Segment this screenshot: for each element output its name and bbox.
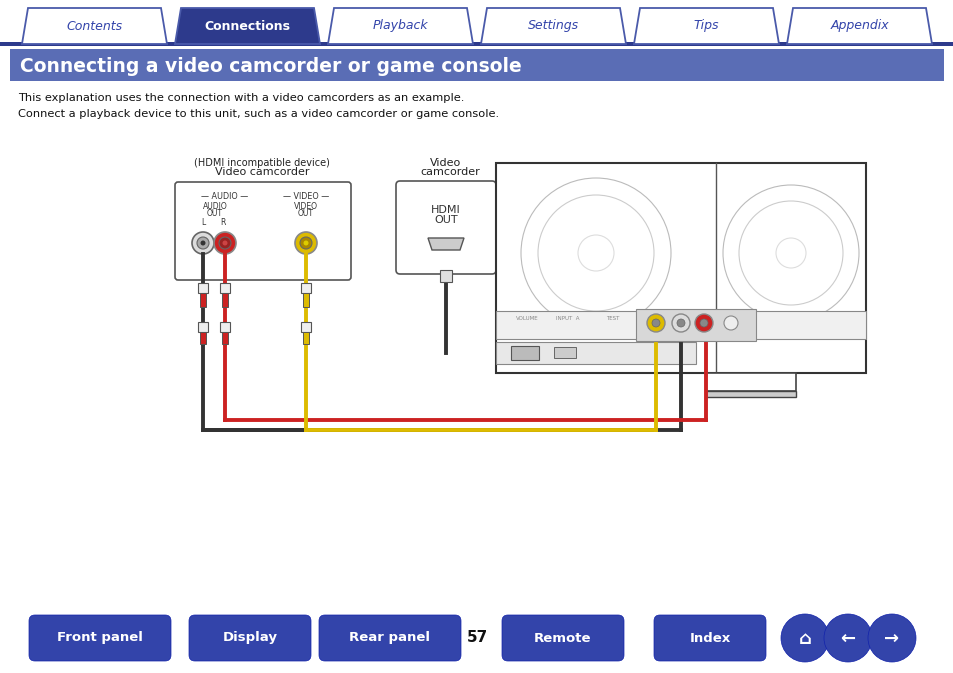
Circle shape (537, 195, 654, 311)
Circle shape (219, 237, 231, 249)
Circle shape (196, 237, 209, 249)
Bar (198, 283, 208, 293)
Circle shape (213, 232, 235, 254)
Circle shape (867, 614, 915, 662)
Text: HDMI: HDMI (431, 205, 460, 215)
Text: Playback: Playback (373, 20, 428, 32)
Bar (511, 346, 538, 360)
Circle shape (303, 240, 308, 246)
FancyBboxPatch shape (654, 615, 765, 661)
Circle shape (646, 314, 664, 332)
Text: — VIDEO —: — VIDEO — (283, 192, 329, 201)
Text: AUDIO: AUDIO (202, 202, 227, 211)
Text: →: → (883, 630, 899, 648)
Text: OUT: OUT (207, 209, 223, 218)
Circle shape (723, 316, 738, 330)
Text: Remote: Remote (534, 631, 591, 645)
Circle shape (739, 201, 842, 305)
FancyBboxPatch shape (174, 182, 351, 280)
Bar (10, 49, 943, 81)
FancyBboxPatch shape (501, 615, 623, 661)
Bar (220, 283, 230, 293)
Polygon shape (328, 8, 473, 44)
Bar (301, 283, 311, 293)
Polygon shape (634, 8, 779, 44)
Bar (200, 293, 206, 307)
Bar (301, 322, 311, 332)
Bar (496, 163, 865, 373)
Bar (222, 332, 228, 344)
Text: Video: Video (430, 158, 461, 168)
Circle shape (671, 314, 689, 332)
Text: 57: 57 (466, 631, 487, 645)
Text: OUT: OUT (297, 209, 314, 218)
Bar (439, 270, 452, 282)
Polygon shape (174, 8, 319, 44)
Text: INPUT  A: INPUT A (556, 316, 578, 321)
Text: Video camcorder: Video camcorder (214, 167, 309, 177)
Bar (198, 322, 208, 332)
Polygon shape (22, 8, 167, 44)
Bar (636, 309, 755, 341)
FancyBboxPatch shape (189, 615, 311, 661)
Bar (0, 42, 953, 46)
Text: TEST: TEST (605, 316, 618, 321)
Circle shape (775, 238, 805, 268)
Text: Index: Index (689, 631, 730, 645)
Circle shape (578, 235, 614, 271)
FancyBboxPatch shape (395, 181, 496, 274)
Text: ←: ← (840, 630, 855, 648)
Bar (496, 342, 696, 364)
Circle shape (700, 319, 707, 327)
Text: (HDMI incompatible device): (HDMI incompatible device) (193, 158, 330, 168)
Circle shape (520, 178, 670, 328)
Bar (705, 373, 795, 391)
Circle shape (781, 614, 828, 662)
Bar (303, 293, 309, 307)
Bar (705, 391, 795, 397)
Circle shape (222, 240, 227, 246)
Circle shape (651, 319, 659, 327)
Text: Display: Display (222, 631, 277, 645)
Text: — AUDIO —: — AUDIO — (201, 192, 249, 201)
Text: Rear panel: Rear panel (349, 631, 430, 645)
Bar (222, 293, 228, 307)
Polygon shape (786, 8, 931, 44)
Text: Connections: Connections (204, 20, 291, 32)
Circle shape (722, 185, 858, 321)
Circle shape (200, 240, 205, 246)
Circle shape (823, 614, 871, 662)
Bar (554, 347, 576, 358)
Text: This explanation uses the connection with a video camcorders as an example.: This explanation uses the connection wit… (18, 93, 464, 103)
Bar (303, 332, 309, 344)
Bar (200, 332, 206, 344)
Circle shape (299, 237, 312, 249)
Text: Connect a playback device to this unit, such as a video camcorder or game consol: Connect a playback device to this unit, … (18, 109, 498, 119)
Text: Front panel: Front panel (57, 631, 143, 645)
Bar (496, 311, 865, 339)
Text: Appendix: Appendix (829, 20, 888, 32)
Circle shape (695, 314, 712, 332)
FancyBboxPatch shape (29, 615, 171, 661)
Bar (220, 322, 230, 332)
Text: VOLUME: VOLUME (516, 316, 538, 321)
Polygon shape (428, 238, 463, 250)
Text: ⌂: ⌂ (798, 630, 811, 648)
Circle shape (677, 319, 684, 327)
FancyBboxPatch shape (318, 615, 460, 661)
Text: camcorder: camcorder (419, 167, 479, 177)
Text: OUT: OUT (434, 215, 457, 225)
Circle shape (294, 232, 316, 254)
Text: Settings: Settings (527, 20, 578, 32)
Text: Tips: Tips (693, 20, 719, 32)
Text: Contents: Contents (67, 20, 122, 32)
Text: L: L (201, 218, 205, 227)
Text: Connecting a video camcorder or game console: Connecting a video camcorder or game con… (20, 57, 521, 75)
Text: VIDEO: VIDEO (294, 202, 317, 211)
Text: R: R (220, 218, 226, 227)
Polygon shape (480, 8, 625, 44)
Circle shape (192, 232, 213, 254)
